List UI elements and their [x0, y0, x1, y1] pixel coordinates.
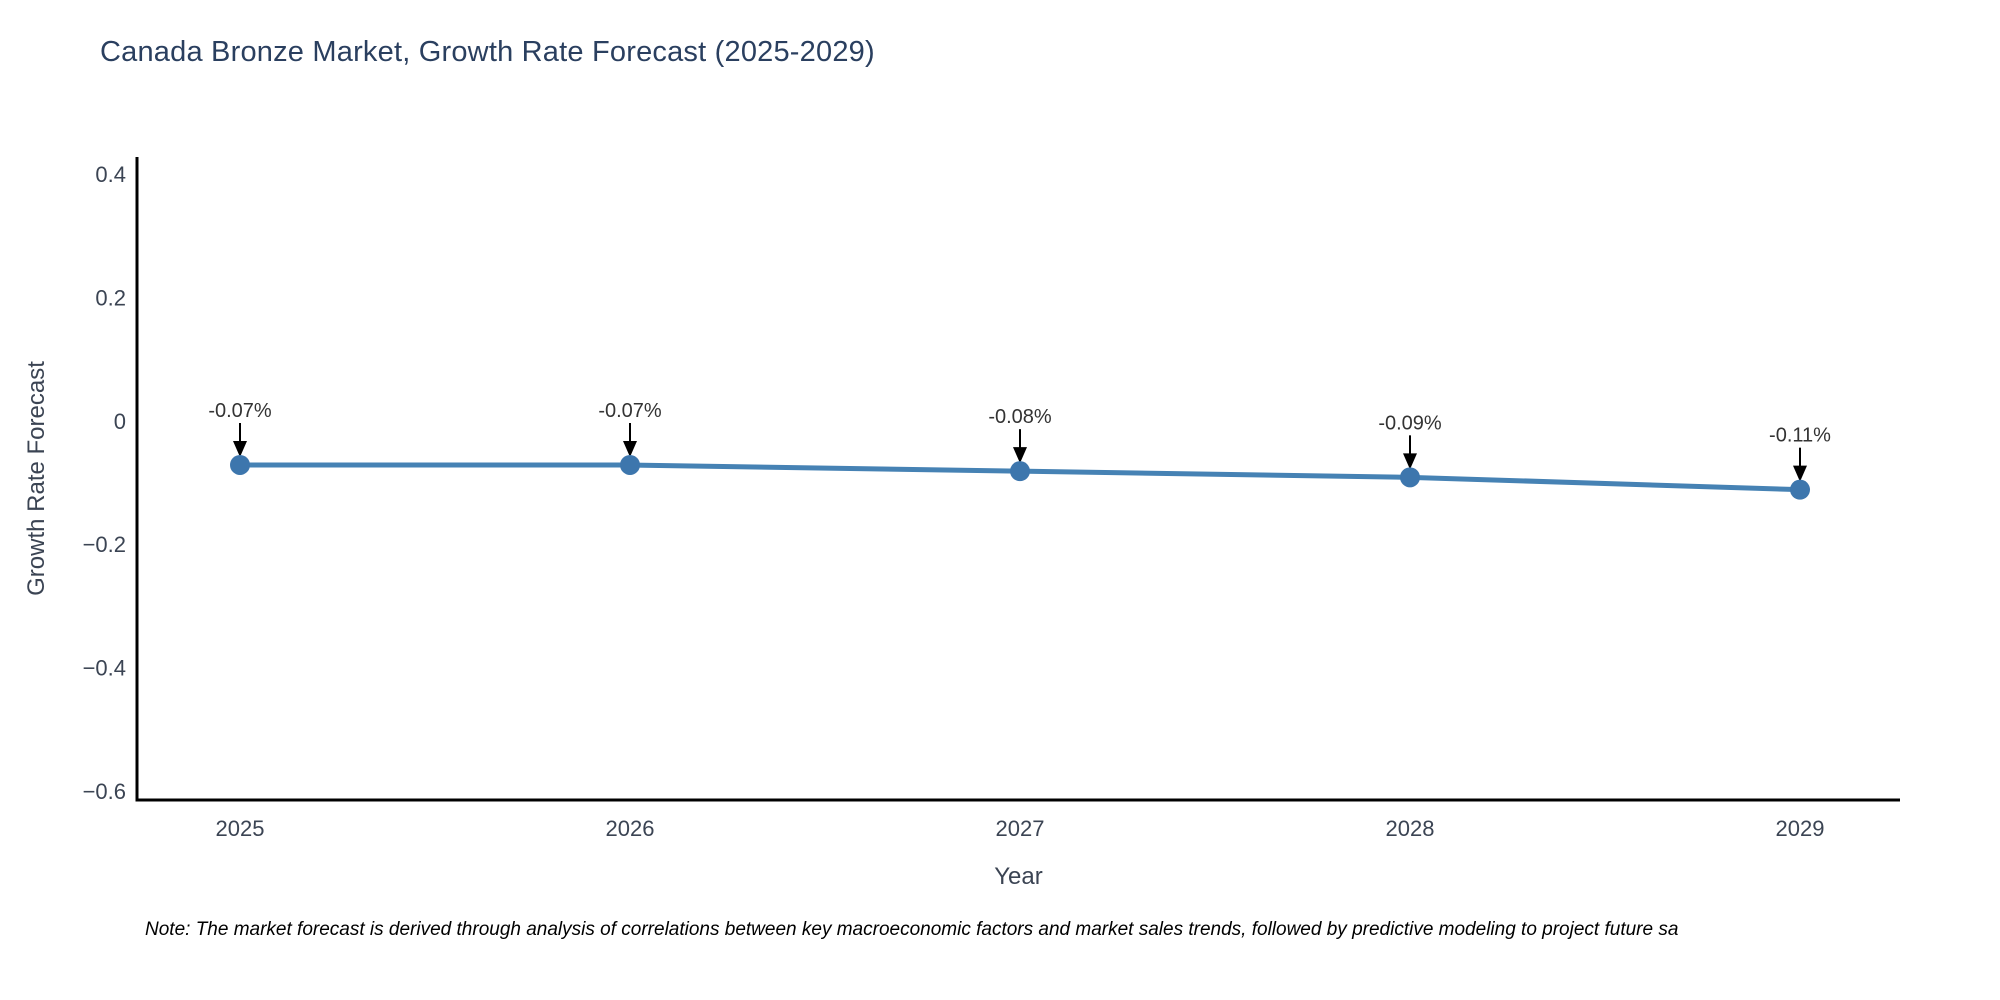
x-tick-label: 2029: [1776, 816, 1825, 841]
footnote: Note: The market forecast is derived thr…: [145, 919, 1679, 940]
annotation-arrowhead: [233, 440, 247, 457]
y-tick-label: −0.6: [83, 779, 126, 804]
data-point[interactable]: [1790, 479, 1810, 500]
annotation-arrowhead: [1403, 453, 1417, 470]
y-tick-label: 0.4: [95, 162, 126, 187]
y-tick-label: −0.4: [83, 656, 126, 681]
x-tick-label: 2027: [996, 816, 1045, 841]
point-annotation: -0.08%: [988, 406, 1052, 428]
x-tick-label: 2026: [606, 816, 655, 841]
y-tick-label: −0.2: [83, 532, 126, 557]
x-axis-title: Year: [994, 863, 1043, 890]
y-tick-label: 0: [114, 409, 126, 434]
data-point[interactable]: [1010, 461, 1030, 482]
y-tick-label: 0.2: [95, 285, 126, 310]
y-axis-title: Growth Rate Forecast: [23, 361, 50, 596]
chart-title: Canada Bronze Market, Growth Rate Foreca…: [100, 36, 875, 68]
annotation-arrowhead: [1013, 447, 1027, 464]
data-point[interactable]: [620, 454, 640, 475]
point-annotation: -0.07%: [208, 400, 272, 422]
x-tick-label: 2025: [216, 816, 265, 841]
data-point[interactable]: [230, 454, 250, 475]
x-tick-label: 2028: [1386, 816, 1435, 841]
point-annotation: -0.09%: [1378, 412, 1442, 434]
point-annotation: -0.07%: [598, 400, 662, 422]
point-annotation: -0.11%: [1769, 425, 1831, 447]
data-point[interactable]: [1400, 467, 1420, 488]
annotation-arrowhead: [1793, 465, 1807, 482]
annotation-arrowhead: [623, 440, 637, 457]
